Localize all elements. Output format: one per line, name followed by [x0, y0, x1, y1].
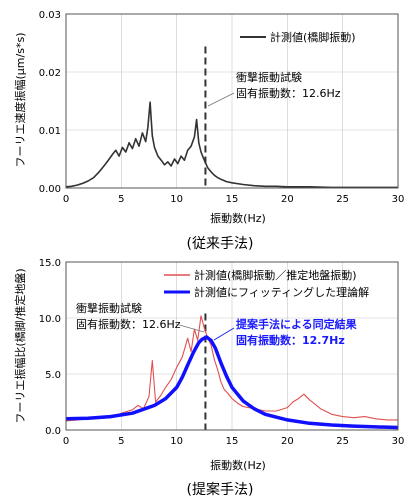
chart-bottom-frame: [65, 261, 399, 431]
y-tick-label: 0.03: [39, 10, 61, 21]
chart-top-x-axis-label: 振動数(Hz): [210, 211, 266, 225]
y-tick-label: 0.02: [39, 68, 61, 79]
chart-bottom-series: [65, 315, 399, 430]
y-tick-label: 15.0: [39, 258, 61, 269]
x-tick-label: 5: [118, 436, 124, 447]
y-tick-label: 5.0: [45, 370, 61, 381]
chart-top-y-ticks: 0.00 0.01 0.02 0.03: [39, 10, 61, 195]
chart-bottom: 0 5 10 15 20 25 30 0.0 5.0 10.0 15.0 振動数(Hz) フーリエ…: [13, 258, 404, 498]
x-tick-label: 0: [63, 436, 69, 447]
chart-bottom-blue-annotation-line2: 固有振動数：12.7Hz: [236, 333, 345, 347]
y-tick-label: 0.00: [39, 184, 61, 195]
chart-bottom-legend-label-measured: 計測値(橋脚振動／推定地盤振動): [194, 268, 357, 282]
chart-bottom-annotation-line1: 衝撃振動試験: [76, 301, 142, 315]
chart-top-legend-label: 計測値(橋脚振動): [270, 30, 356, 44]
chart-bottom-blue-annotation-line1: 提案手法による同定結果: [236, 317, 357, 331]
chart-top-x-ticks: 0 5 10 15 20 25 30: [63, 194, 405, 205]
x-tick-label: 25: [336, 436, 349, 447]
y-tick-label: 0.01: [39, 126, 61, 137]
x-tick-label: 30: [392, 436, 405, 447]
x-tick-label: 30: [392, 194, 405, 205]
chart-top-caption: (従来手法): [187, 236, 254, 252]
chart-bottom-annotation-pointer: [175, 323, 205, 333]
x-tick-label: 20: [281, 436, 294, 447]
chart-bottom-y-ticks: 0.0 5.0 10.0 15.0: [39, 258, 61, 437]
x-tick-label: 15: [226, 436, 239, 447]
y-tick-label: 0.0: [45, 426, 61, 437]
y-tick-label: 10.0: [39, 314, 61, 325]
x-tick-label: 5: [118, 194, 124, 205]
x-tick-label: 0: [63, 194, 69, 205]
chart-top-annotation-pointer: [207, 92, 235, 107]
chart-bottom-x-ticks: 0 5 10 15 20 25 30: [63, 436, 405, 447]
series-line-1: [65, 335, 399, 430]
chart-bottom-blue-annotation-pointer: [213, 327, 235, 341]
x-tick-label: 20: [281, 194, 294, 205]
x-tick-label: 25: [336, 194, 349, 205]
chart-top-gridlines: [66, 14, 398, 188]
chart-top-y-axis-label: フーリエ速度振幅(μm/s*s): [13, 33, 27, 168]
series-line-0: [65, 315, 398, 422]
chart-top-annotation-line2: 固有振動数：12.6Hz: [236, 86, 341, 100]
x-tick-label: 15: [226, 194, 239, 205]
x-tick-label: 10: [170, 194, 183, 205]
chart-top-series: [65, 101, 398, 189]
chart-top-annotation-line1: 衝撃振動試験: [236, 70, 302, 84]
chart-top: 0 5 10 15 20 25 30 0.00 0.01 0.02 0.03 振動数(Hz) フー…: [13, 10, 404, 252]
x-tick-label: 10: [170, 436, 183, 447]
series-line-0: [65, 101, 398, 189]
chart-bottom-x-axis-label: 振動数(Hz): [210, 458, 266, 472]
chart-bottom-caption: (提案手法): [187, 481, 254, 498]
chart-bottom-gridlines: [66, 262, 398, 430]
chart-bottom-annotation-line2: 固有振動数：12.6Hz: [76, 317, 181, 331]
chart-bottom-y-axis-label: フーリエ振幅比(橋脚/推定地盤): [13, 268, 27, 423]
chart-top-frame: [65, 13, 399, 189]
chart-bottom-legend-label-fit: 計測値にフィッティングした理論解: [194, 285, 369, 299]
